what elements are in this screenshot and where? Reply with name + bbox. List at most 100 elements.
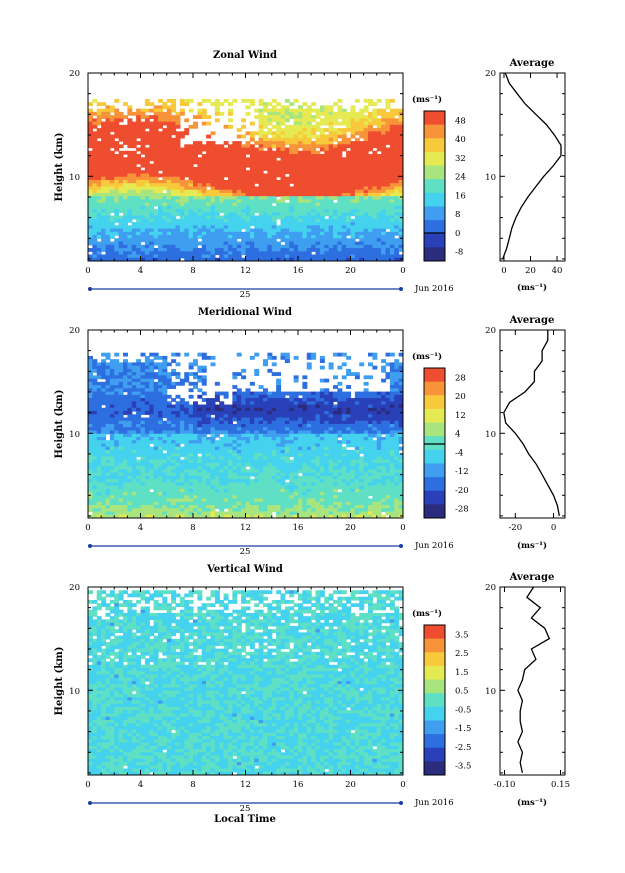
meridional-wind-heatmap-cell: [101, 411, 107, 415]
zonal-wind-heatmap-cell: [359, 244, 365, 249]
zonal-wind-heatmap-cell: [319, 144, 325, 149]
zonal-wind-heatmap-cell: [171, 244, 177, 249]
zonal-wind-heatmap-cell: [162, 144, 168, 149]
zonal-wind-heatmap-cell: [184, 189, 190, 194]
zonal-wind-heatmap-cell: [381, 121, 387, 126]
zonal-wind-heatmap-cell: [271, 244, 277, 249]
zonal-wind-heatmap-cell: [153, 176, 159, 181]
zonal-wind-heatmap-cell: [193, 235, 198, 239]
meridional-wind-heatmap-cell: [88, 391, 93, 396]
meridional-wind-heatmap-cell: [193, 407, 198, 412]
meridional-wind-heatmap-cell: [109, 407, 115, 412]
zonal-wind-heatmap-cell: [158, 137, 163, 142]
zonal-wind-heatmap-cell: [197, 205, 203, 210]
zonal-wind-heatmap-cell: [346, 186, 352, 191]
meridional-wind-heatmap-cell: [249, 391, 255, 396]
zonal-wind-heatmap-cell: [241, 218, 247, 223]
zonal-wind-heatmap-cell: [359, 215, 365, 220]
meridional-wind-heatmap-cell: [201, 485, 207, 490]
zonal-wind-heatmap-cell: [101, 225, 107, 230]
meridional-wind-heatmap-cell: [171, 488, 177, 493]
zonal-wind-heatmap-cell: [346, 179, 352, 184]
zonal-wind-heatmap-cell: [328, 205, 334, 210]
zonal-wind-heatmap-cell: [241, 163, 247, 168]
zonal-wind-heatmap-cell: [350, 212, 356, 217]
meridional-wind-heatmap-cell: [158, 492, 163, 496]
zonal-wind-heatmap-cell: [123, 163, 128, 168]
zonal-wind-heatmap-cell: [88, 157, 93, 162]
zonal-wind-heatmap-cell: [389, 124, 395, 129]
zonal-wind-heatmap-cell: [193, 144, 198, 149]
zonal-wind-heatmap-cell: [267, 186, 273, 191]
zonal-wind-heatmap-cell: [179, 108, 185, 113]
meridional-wind-heatmap-cell: [96, 372, 102, 376]
meridional-wind-heatmap-cell: [127, 453, 133, 458]
meridional-wind-heatmap-cell: [144, 398, 150, 402]
zonal-wind-heatmap-cell: [210, 244, 216, 249]
meridional-wind-heatmap-cell: [153, 440, 159, 445]
zonal-wind-average-xtick-label: 20: [525, 266, 536, 276]
zonal-wind-heatmap-cell: [302, 235, 308, 239]
meridional-wind-heatmap-cell: [228, 430, 233, 435]
zonal-wind-heatmap-cell: [123, 167, 128, 171]
zonal-wind-heatmap-cell: [92, 111, 98, 116]
zonal-wind-heatmap-cell: [109, 144, 115, 149]
zonal-wind-heatmap-cell: [394, 212, 400, 217]
zonal-wind-heatmap-cell: [258, 160, 264, 165]
meridional-wind-heatmap-cell: [184, 472, 190, 477]
zonal-wind-heatmap-cell: [254, 209, 260, 213]
zonal-wind-heatmap-cell: [228, 238, 233, 243]
zonal-wind-heatmap-cell: [354, 257, 360, 261]
zonal-wind-heatmap-cell: [197, 179, 203, 184]
meridional-wind-heatmap-cell: [136, 505, 142, 509]
zonal-wind-heatmap-cell: [127, 173, 133, 178]
meridional-wind-heatmap-cell: [140, 368, 146, 373]
meridional-wind-heatmap-cell: [114, 488, 120, 493]
zonal-wind-heatmap-cell: [311, 173, 317, 178]
meridional-wind-heatmap-cell: [175, 443, 181, 448]
meridional-wind-heatmap-cell: [175, 472, 181, 477]
meridional-wind-heatmap-cell: [140, 401, 146, 406]
zonal-wind-heatmap-cell: [114, 134, 120, 139]
meridional-wind-heatmap-cell: [214, 498, 220, 503]
zonal-wind-heatmap-cell: [315, 218, 321, 223]
zonal-wind-heatmap-cell: [193, 141, 198, 145]
meridional-wind-heatmap-cell: [92, 466, 98, 470]
meridional-wind-heatmap-cell: [188, 466, 194, 470]
zonal-wind-heatmap-cell: [184, 157, 190, 162]
meridional-wind-heatmap-cell: [166, 443, 172, 448]
meridional-wind-heatmap-cell: [179, 424, 185, 428]
zonal-wind-heatmap-cell: [123, 173, 128, 178]
zonal-wind-heatmap-cell: [193, 150, 198, 155]
meridional-wind-heatmap-cell: [140, 394, 146, 399]
zonal-wind-heatmap-cell: [219, 176, 225, 181]
zonal-wind-heatmap-cell: [232, 222, 238, 226]
zonal-wind-heatmap-cell: [96, 218, 102, 223]
meridional-wind-heatmap-cell: [254, 401, 260, 406]
meridional-wind-heatmap-cell: [144, 407, 150, 412]
meridional-wind-heatmap-cell: [127, 378, 133, 383]
zonal-wind-heatmap-cell: [88, 170, 93, 175]
meridional-wind-heatmap-cell: [188, 407, 194, 412]
meridional-wind-heatmap-cell: [131, 381, 137, 386]
zonal-wind-heatmap-cell: [127, 209, 133, 213]
meridional-wind-heatmap-cell: [158, 488, 163, 493]
zonal-wind-colorbar-label: 32: [455, 154, 466, 164]
meridional-wind-heatmap-cell: [249, 511, 255, 516]
zonal-wind-heatmap-cell: [188, 257, 194, 261]
zonal-wind-heatmap-cell: [223, 154, 229, 158]
zonal-wind-heatmap-cell: [341, 121, 347, 126]
zonal-wind-heatmap-cell: [381, 244, 387, 249]
zonal-wind-heatmap-cell: [249, 222, 255, 226]
zonal-wind-heatmap-cell: [88, 128, 93, 132]
zonal-wind-heatmap-cell: [328, 209, 334, 213]
meridional-wind-heatmap-cell: [193, 381, 198, 386]
meridional-wind-heatmap-cell: [223, 391, 229, 396]
zonal-wind-heatmap-cell: [298, 186, 303, 191]
zonal-wind-heatmap-cell: [223, 238, 229, 243]
zonal-wind-heatmap-cell: [158, 186, 163, 191]
zonal-wind-heatmap-cell: [328, 170, 334, 175]
meridional-wind-heatmap-cell: [123, 495, 128, 500]
zonal-wind-heatmap-cell: [302, 160, 308, 165]
meridional-wind-heatmap-cell: [236, 407, 242, 412]
